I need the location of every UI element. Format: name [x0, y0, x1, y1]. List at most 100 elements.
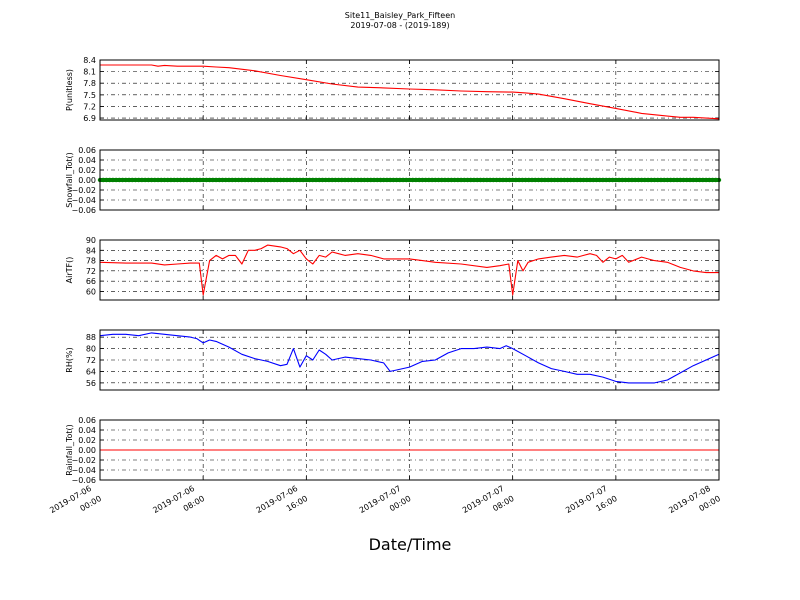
series-point-snowfall	[252, 177, 257, 183]
series-point-snowfall	[123, 177, 128, 183]
series-point-snowfall	[281, 177, 286, 183]
series-point-snowfall	[587, 177, 593, 183]
y-tick-label: 0.06	[78, 146, 96, 155]
series-point-snowfall	[475, 177, 480, 183]
series-point-snowfall	[703, 177, 709, 183]
series-point-snowfall	[639, 177, 644, 183]
series-point-snowfall	[539, 177, 544, 183]
series-point-snowfall	[668, 177, 673, 183]
series-point-snowfall	[362, 177, 367, 183]
y-tick-label: 0.00	[78, 176, 96, 185]
y-axis-label-pressure: P(unitless)	[65, 69, 74, 111]
series-point-snowfall	[223, 177, 228, 183]
series-point-snowfall	[597, 177, 602, 183]
y-tick-label: 7.8	[83, 79, 96, 88]
series-point-snowfall	[665, 177, 670, 183]
series-point-snowfall	[300, 177, 306, 183]
series-point-snowfall	[352, 177, 357, 183]
series-point-snowfall	[594, 177, 599, 183]
series-point-snowfall	[655, 177, 660, 183]
series-point-snowfall	[552, 177, 557, 183]
series-point-snowfall	[565, 177, 570, 183]
series-point-snowfall	[397, 177, 403, 183]
series-point-snowfall	[526, 177, 531, 183]
series-point-snowfall	[175, 177, 180, 183]
y-tick-label: 64	[86, 367, 96, 376]
series-point-snowfall	[204, 177, 209, 183]
panel-frame	[99, 59, 720, 121]
series-point-snowfall	[674, 177, 680, 183]
series-point-snowfall	[513, 177, 519, 183]
series-point-snowfall	[536, 177, 541, 183]
series-point-snowfall	[288, 177, 293, 183]
y-tick-label: 8.1	[83, 68, 96, 77]
x-axis-label: Date/Time	[368, 535, 452, 554]
series-point-snowfall	[520, 177, 525, 183]
series-point-snowfall	[658, 177, 664, 183]
y-tick-label: 84	[86, 246, 96, 255]
y-tick-label: 0.06	[78, 416, 96, 425]
series-point-snowfall	[584, 177, 590, 183]
y-tick-label: 72	[86, 356, 96, 365]
series-point-snowfall	[410, 177, 415, 183]
series-point-snowfall	[155, 177, 161, 183]
series-point-snowfall	[429, 177, 435, 183]
series-point-snowfall	[555, 177, 561, 183]
series-point-snowfall	[142, 177, 148, 183]
series-point-snowfall	[652, 177, 657, 183]
series-point-snowfall	[407, 177, 412, 183]
series-point-snowfall	[523, 177, 528, 183]
y-tick-label: 8.4	[83, 56, 96, 65]
series-point-snowfall	[578, 177, 583, 183]
panel-frame	[99, 329, 720, 391]
y-tick-label: 78	[86, 257, 96, 266]
series-point-snowfall	[510, 177, 515, 183]
series-point-snowfall	[442, 177, 448, 183]
series-point-snowfall	[468, 177, 473, 183]
y-tick-label: −0.06	[71, 206, 96, 215]
series-point-snowfall	[284, 177, 290, 183]
series-point-snowfall	[420, 177, 425, 183]
series-point-snowfall	[291, 177, 296, 183]
series-point-snowfall	[168, 177, 174, 183]
series-point-snowfall	[113, 177, 119, 183]
series-point-snowfall	[381, 177, 386, 183]
series-point-snowfall	[465, 177, 470, 183]
chart-subtitle: 2019-07-08 - (2019-189)	[350, 21, 450, 30]
series-point-snowfall	[504, 177, 509, 183]
series-point-snowfall	[636, 177, 641, 183]
series-point-snowfall	[471, 177, 477, 183]
y-tick-label: 0.02	[78, 436, 96, 445]
series-point-snowfall	[171, 177, 177, 183]
series-point-snowfall	[239, 177, 245, 183]
panel-pressure: 6.9 7.2 7.5 7.8 8.1 8.4 P(unitless)	[65, 56, 720, 123]
series-point-snowfall	[107, 177, 112, 183]
series-point-snowfall	[210, 177, 216, 183]
series-point-snowfall	[358, 177, 364, 183]
y-tick-label: −0.04	[71, 196, 96, 205]
series-point-snowfall	[549, 177, 554, 183]
series-point-snowfall	[184, 177, 190, 183]
y-tick-label: −0.04	[71, 466, 96, 475]
series-point-snowfall	[423, 177, 428, 183]
panel-frame	[99, 239, 720, 301]
series-point-snowfall	[494, 177, 499, 183]
series-point-snowfall	[416, 177, 422, 183]
series-point-snowfall	[104, 177, 109, 183]
series-point-snowfall	[262, 177, 267, 183]
y-tick-label: 66	[86, 277, 96, 286]
chart-title: Site11_Baisley_Park_Fifteen	[344, 11, 456, 20]
series-point-snowfall	[452, 177, 457, 183]
series-point-snowfall	[678, 177, 683, 183]
series-point-snowfall	[400, 177, 406, 183]
series-point-snowfall	[200, 177, 206, 183]
series-point-snowfall	[181, 177, 187, 183]
series-point-snowfall	[700, 177, 706, 183]
series-point-snowfall	[217, 177, 222, 183]
series-point-snowfall	[329, 177, 335, 183]
series-point-snowfall	[445, 177, 451, 183]
series-point-snowfall	[632, 177, 638, 183]
series-point-snowfall	[271, 177, 277, 183]
series-point-snowfall	[355, 177, 361, 183]
series-point-snowfall	[159, 177, 164, 183]
